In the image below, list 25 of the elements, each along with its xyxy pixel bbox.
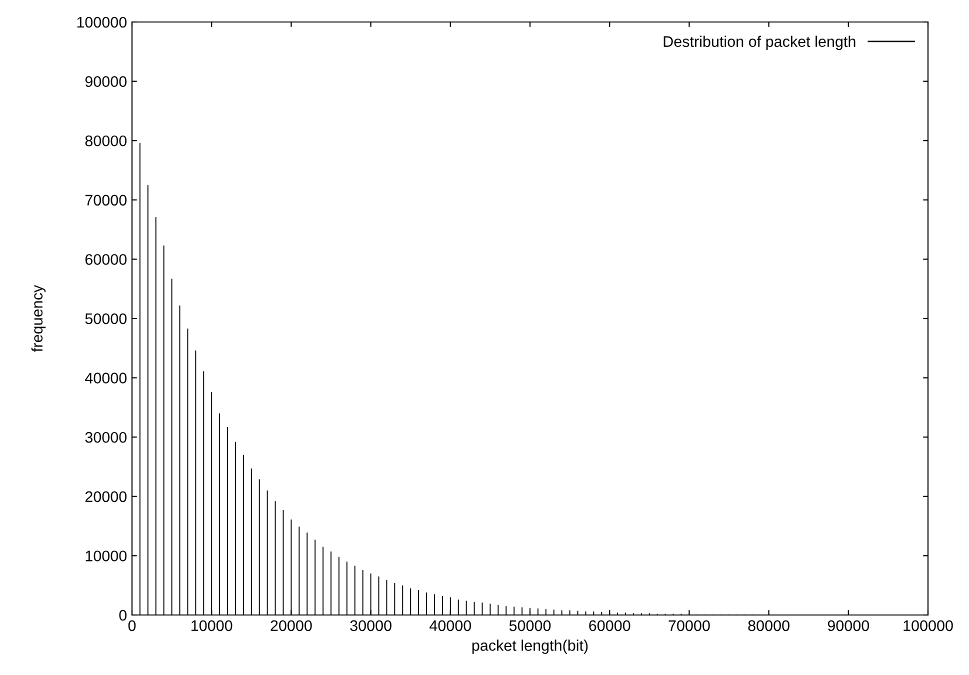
x-tick-label: 30000 bbox=[350, 620, 392, 632]
x-tick-label: 60000 bbox=[589, 620, 630, 632]
x-tick-label: 10000 bbox=[192, 620, 232, 632]
y-tick-label: 70000 bbox=[85, 194, 127, 206]
legend-label: Destribution of packet length bbox=[664, 36, 856, 50]
y-axis-title: frequency bbox=[31, 284, 46, 352]
y-tick-label: 20000 bbox=[85, 491, 127, 502]
y-tick-label: 100000 bbox=[77, 16, 127, 28]
x-tick-label: 70000 bbox=[668, 620, 710, 632]
x-tick-label: 90000 bbox=[828, 620, 870, 632]
x-tick-label: 40000 bbox=[430, 620, 472, 632]
x-tick-label: 100000 bbox=[904, 620, 953, 632]
y-tick-label: 40000 bbox=[85, 372, 127, 384]
x-tick-label: 80000 bbox=[748, 620, 790, 632]
y-tick-label: 0 bbox=[119, 610, 127, 621]
y-tick-label: 30000 bbox=[85, 432, 127, 443]
x-tick-label: 20000 bbox=[270, 620, 312, 632]
y-tick-label: 50000 bbox=[85, 313, 127, 324]
x-axis-title: packet length(bit) bbox=[472, 640, 588, 654]
y-tick-label: 90000 bbox=[85, 76, 127, 87]
y-tick-label: 10000 bbox=[86, 550, 127, 562]
y-tick-label: 60000 bbox=[85, 254, 127, 265]
y-tick-label: 80000 bbox=[85, 135, 127, 146]
x-tick-label: 0 bbox=[128, 620, 136, 632]
x-tick-label: 50000 bbox=[509, 620, 551, 632]
